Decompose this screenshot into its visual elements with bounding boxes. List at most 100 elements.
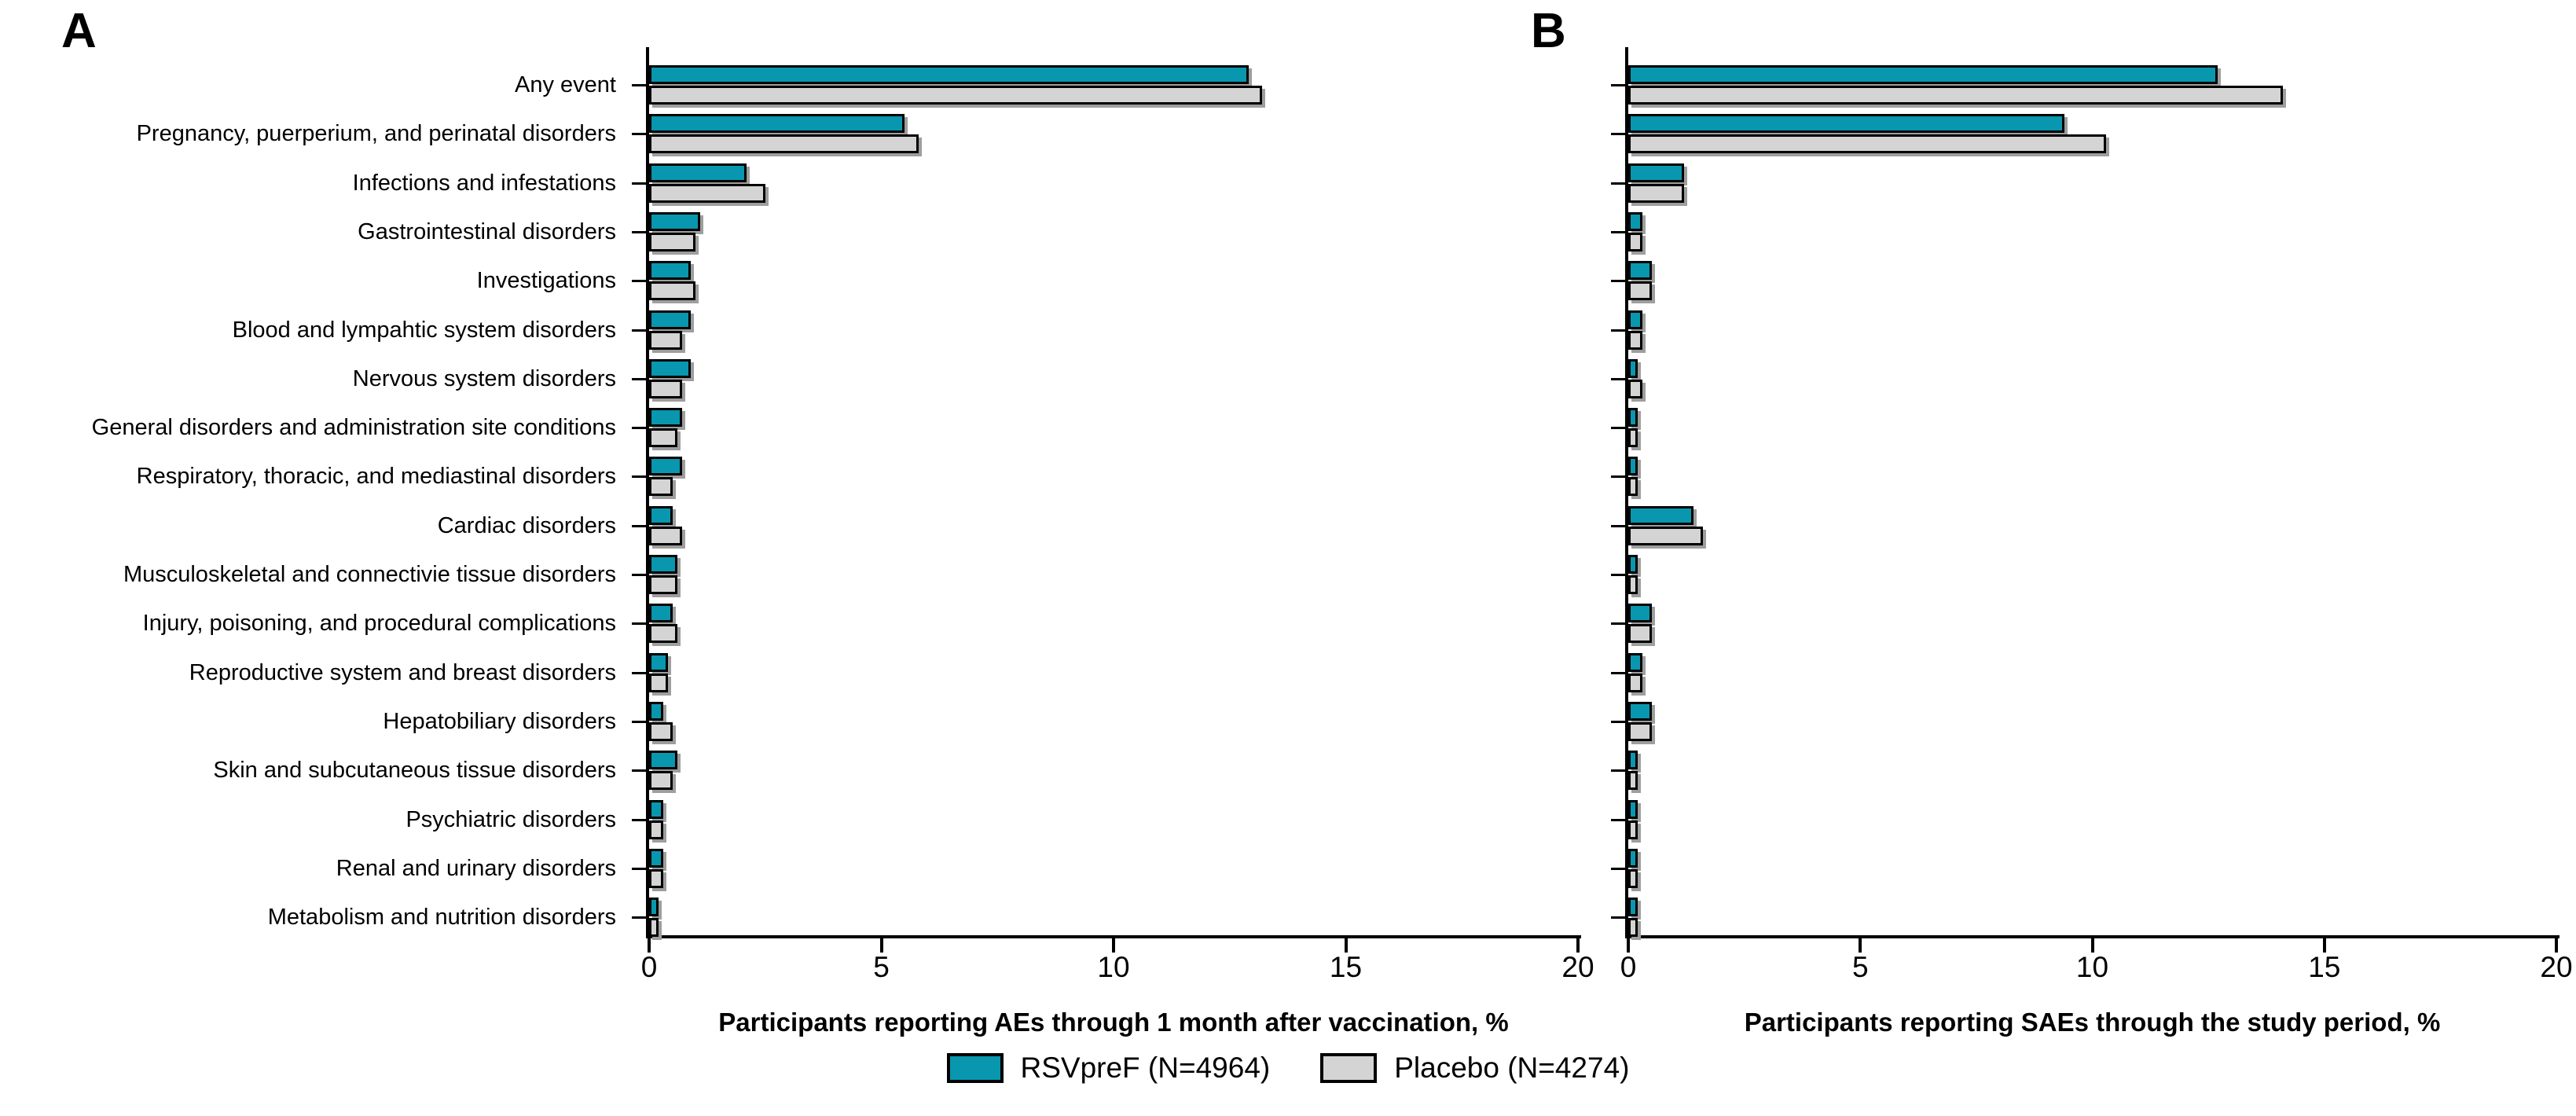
category-label: Skin and subcutaneous tissue disorders: [213, 758, 616, 784]
bar-rsvpref: [649, 898, 659, 917]
category-tick: [632, 867, 646, 870]
category-labels-column: Any event Pregnancy, puerperium, and peri…: [0, 49, 616, 945]
category-label: Musculoskeletal and connectivie tissue d…: [123, 562, 616, 587]
bar-rsvpref: [1628, 358, 1638, 378]
bar-placebo: [649, 281, 696, 301]
bar-rsvpref: [649, 505, 673, 525]
category-tick: [632, 133, 646, 136]
category-tick: [632, 84, 646, 86]
bar-placebo: [649, 820, 663, 839]
bar-rsvpref: [1628, 799, 1638, 819]
category-tick: [632, 574, 646, 576]
bar-rsvpref: [1628, 652, 1642, 672]
category-tick: [632, 671, 646, 674]
bar-rsvpref: [1628, 898, 1638, 917]
x-tick-label: 20: [1561, 951, 1594, 983]
bar-rsvpref: [649, 65, 1249, 84]
x-axis-tick: [2322, 938, 2326, 953]
bar-rsvpref: [1628, 211, 1642, 231]
bar-placebo: [1628, 330, 1642, 350]
bar-placebo: [649, 721, 673, 741]
category-tick: [632, 230, 646, 233]
category-tick: [632, 280, 646, 283]
panel-a-plot: [632, 47, 1581, 953]
bar-placebo: [1628, 918, 1638, 938]
category-tick: [632, 622, 646, 626]
bar-placebo: [649, 624, 677, 644]
panel-b-x-axis-title: Participants reporting SAEs through the …: [1744, 1008, 2441, 1037]
bar-placebo: [649, 232, 696, 251]
bar-placebo: [649, 771, 673, 791]
bar-placebo: [649, 526, 682, 545]
bar-rsvpref: [1628, 457, 1638, 476]
bar-rsvpref: [649, 848, 663, 868]
category-tick: [632, 329, 646, 332]
bar-rsvpref: [649, 358, 692, 378]
bar-rsvpref: [649, 457, 682, 476]
category-label: Infections and infestations: [352, 170, 616, 196]
bar-rsvpref: [1628, 701, 1652, 721]
x-tick-label: 0: [1620, 951, 1637, 983]
rsvpref-color-swatch: [946, 1053, 1004, 1083]
category-label: Respiratory, thoracic, and mediastinal d…: [136, 464, 616, 490]
category-tick: [1611, 720, 1625, 723]
x-axis-tick: [648, 938, 651, 953]
category-tick: [632, 720, 646, 723]
bar-placebo: [649, 330, 682, 350]
category-tick: [1611, 329, 1625, 332]
bar-placebo: [649, 477, 673, 497]
x-axis-tick: [1344, 938, 1348, 953]
category-label: Injury, poisoning, and procedural compli…: [142, 611, 616, 637]
bar-rsvpref: [649, 604, 673, 623]
category-tick: [1611, 524, 1625, 527]
panel-b-plot: [1611, 47, 2559, 953]
category-tick: [1611, 818, 1625, 821]
bar-rsvpref: [649, 163, 747, 182]
x-axis-tick: [1859, 938, 1862, 953]
x-axis-tick: [879, 938, 883, 953]
bar-placebo: [649, 868, 663, 888]
x-axis-tick: [1112, 938, 1115, 953]
category-tick: [1611, 769, 1625, 773]
category-tick: [1611, 574, 1625, 576]
bar-rsvpref: [649, 310, 692, 329]
x-tick-label: 0: [640, 951, 658, 983]
category-tick: [1611, 133, 1625, 136]
x-tick-label: 5: [1852, 951, 1869, 983]
placebo-color-swatch: [1320, 1053, 1378, 1083]
bar-placebo: [1628, 379, 1642, 398]
category-tick: [1611, 867, 1625, 870]
bar-placebo: [1628, 134, 2107, 154]
category-tick: [632, 427, 646, 430]
category-tick: [632, 182, 646, 185]
bar-rsvpref: [649, 555, 677, 574]
bar-placebo: [1628, 820, 1638, 839]
category-tick: [1611, 377, 1625, 380]
bar-rsvpref: [1628, 65, 2218, 84]
legend-label-rsvpref: RSVpreF (N=4964): [1020, 1052, 1271, 1084]
category-label: Gastrointestinal disorders: [358, 218, 616, 244]
bar-placebo: [1628, 428, 1638, 448]
legend: RSVpreF (N=4964) Placebo (N=4274): [0, 1052, 2576, 1085]
category-label: Renal and urinary disorders: [336, 855, 616, 881]
bar-placebo: [1628, 86, 2283, 105]
x-tick-label: 15: [1329, 951, 1363, 983]
bar-placebo: [1628, 526, 1703, 545]
category-label: Nervous system disorders: [352, 365, 616, 391]
category-tick: [1611, 84, 1625, 86]
x-tick-label: 10: [1097, 951, 1130, 983]
category-tick: [632, 524, 646, 527]
x-axis-tick: [2090, 938, 2094, 953]
category-label: Investigations: [476, 268, 616, 294]
x-tick-label: 20: [2540, 951, 2573, 983]
bar-rsvpref: [1628, 604, 1652, 623]
bar-rsvpref: [1628, 408, 1638, 428]
bar-rsvpref: [649, 652, 668, 672]
bar-rsvpref: [1628, 505, 1693, 525]
category-tick: [1611, 475, 1625, 479]
bar-placebo: [1628, 575, 1638, 594]
bar-rsvpref: [1628, 751, 1638, 770]
category-tick: [1611, 622, 1625, 626]
category-label: Any event: [515, 72, 616, 97]
